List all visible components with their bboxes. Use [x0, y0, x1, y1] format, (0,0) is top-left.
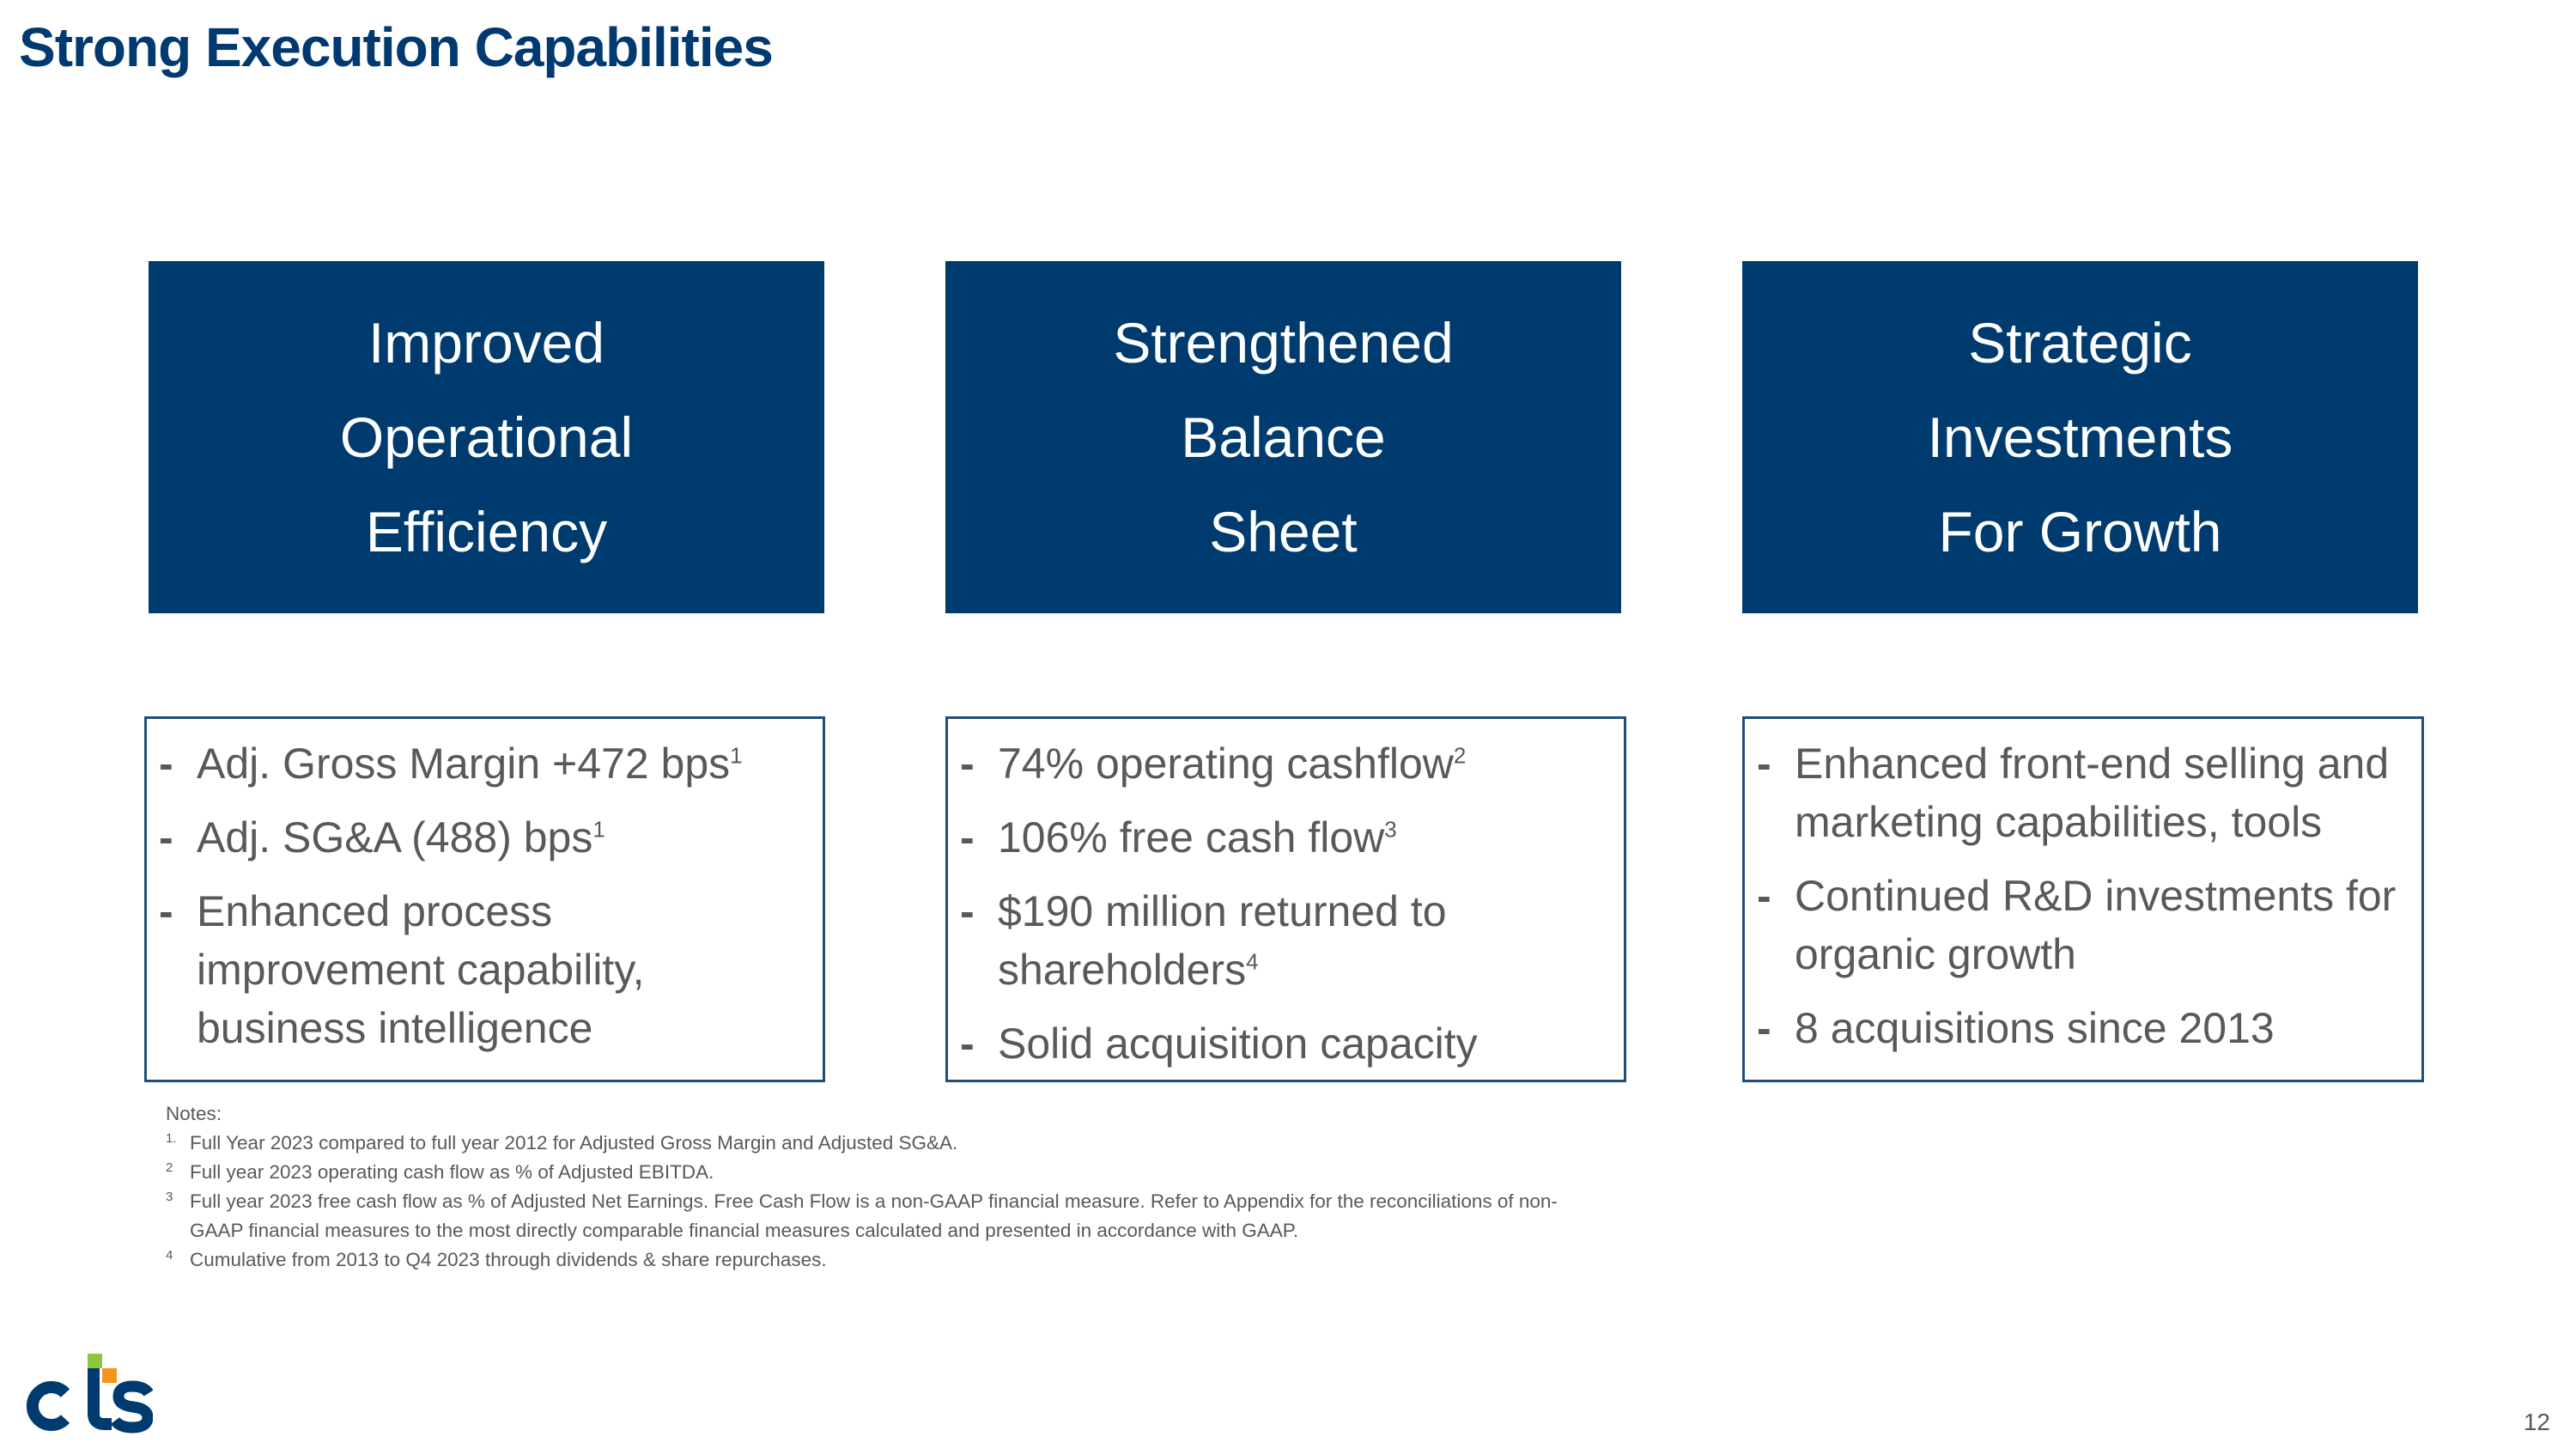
bullet-text: Enhanced front-end selling and marketing…	[1795, 740, 2390, 846]
header-box-investments-growth: Strategic Investments For Growth	[1742, 261, 2418, 613]
header-box-operational-efficiency: Improved Operational Efficiency	[149, 261, 824, 613]
bullet-text: 8 acquisitions since 2013	[1795, 1004, 2275, 1052]
bullet-item: - $190 million returned to shareholders4	[960, 882, 1610, 999]
bullet-item: - Enhanced process improvement capabilit…	[159, 882, 809, 1057]
bullet-box-investments-growth: - Enhanced front-end selling and marketi…	[1742, 716, 2424, 1082]
bullet-marker: -	[159, 813, 173, 861]
bullet-item: - 74% operating cashflow2	[960, 734, 1610, 793]
slide-title: Strong Execution Capabilities	[19, 16, 774, 78]
footnote-number: 3	[166, 1190, 173, 1204]
bullet-marker: -	[960, 813, 975, 861]
footnote-number: 2	[166, 1160, 173, 1175]
bullet-marker: -	[159, 887, 173, 935]
footnotes: Notes: 1. Full Year 2023 compared to ful…	[166, 1099, 1625, 1275]
bullet-marker: -	[960, 1020, 975, 1068]
notes-heading: Notes:	[166, 1103, 222, 1124]
bullet-text: 74% operating cashflow	[998, 740, 1454, 788]
bullet-item: - Adj. Gross Margin +472 bps1	[159, 734, 809, 793]
bullet-marker: -	[1757, 1004, 1771, 1052]
footnote-ref: 2	[1453, 742, 1467, 769]
bullet-box-operational-efficiency: - Adj. Gross Margin +472 bps1 - Adj. SG&…	[144, 716, 825, 1082]
bullet-text: Solid acquisition capacity	[998, 1020, 1478, 1068]
footnote-number: 1.	[166, 1131, 177, 1146]
bullet-item: - Solid acquisition capacity	[960, 1014, 1610, 1073]
footnote-ref: 1	[592, 816, 605, 843]
bullet-marker: -	[960, 740, 975, 788]
header-box-balance-sheet: Strengthened Balance Sheet	[945, 261, 1621, 613]
bullet-marker: -	[1757, 872, 1771, 920]
header-line: Operational	[339, 405, 634, 469]
page-number: 12	[2523, 1409, 2550, 1435]
footnote-text: Cumulative from 2013 to Q4 2023 through …	[190, 1249, 827, 1270]
header-line: For Growth	[1938, 500, 2222, 563]
bullet-text: Adj. SG&A (488) bps	[197, 813, 593, 861]
header-line: Strategic	[1968, 311, 2192, 374]
footnote-text: Full year 2023 free cash flow as % of Ad…	[190, 1190, 1558, 1241]
bullet-box-balance-sheet: - 74% operating cashflow2 - 106% free ca…	[945, 716, 1626, 1082]
header-line: Investments	[1927, 405, 2233, 469]
bullet-text: Adj. Gross Margin +472 bps	[197, 740, 731, 788]
header-line: Efficiency	[365, 500, 608, 563]
bullet-marker: -	[159, 740, 173, 788]
footnote-item: 4 Cumulative from 2013 to Q4 2023 throug…	[166, 1245, 1625, 1275]
header-line: Balance	[1181, 405, 1386, 469]
header-line: Improved	[368, 311, 605, 374]
footnote-item: 2 Full year 2023 operating cash flow as …	[166, 1158, 1625, 1187]
footnote-ref: 4	[1246, 948, 1259, 975]
footnote-ref: 1	[730, 742, 743, 769]
cts-logo-icon	[15, 1352, 154, 1438]
footnote-number: 4	[166, 1248, 173, 1263]
footnote-text: Full year 2023 operating cash flow as % …	[190, 1161, 714, 1183]
bullet-item: - 106% free cash flow3	[960, 808, 1610, 867]
bullet-text: 106% free cash flow	[998, 813, 1385, 861]
bullet-text: Enhanced process improvement capability,…	[197, 887, 645, 1052]
bullet-item: - 8 acquisitions since 2013	[1757, 999, 2408, 1057]
footnote-item: 3 Full year 2023 free cash flow as % of …	[166, 1187, 1625, 1245]
footnote-item: 1. Full Year 2023 compared to full year …	[166, 1129, 1625, 1158]
bullet-item: - Adj. SG&A (488) bps1	[159, 808, 809, 867]
footnote-ref: 3	[1384, 816, 1397, 843]
bullet-item: - Enhanced front-end selling and marketi…	[1757, 734, 2408, 851]
bullet-marker: -	[1757, 740, 1771, 788]
bullet-item: - Continued R&D investments for organic …	[1757, 867, 2408, 983]
bullet-marker: -	[960, 887, 975, 935]
header-line: Strengthened	[1113, 311, 1454, 374]
header-line: Sheet	[1209, 500, 1358, 563]
bullet-text: Continued R&D investments for organic gr…	[1795, 872, 2397, 978]
bullet-text: $190 million returned to shareholders	[998, 887, 1447, 994]
footnote-text: Full Year 2023 compared to full year 201…	[190, 1132, 958, 1154]
